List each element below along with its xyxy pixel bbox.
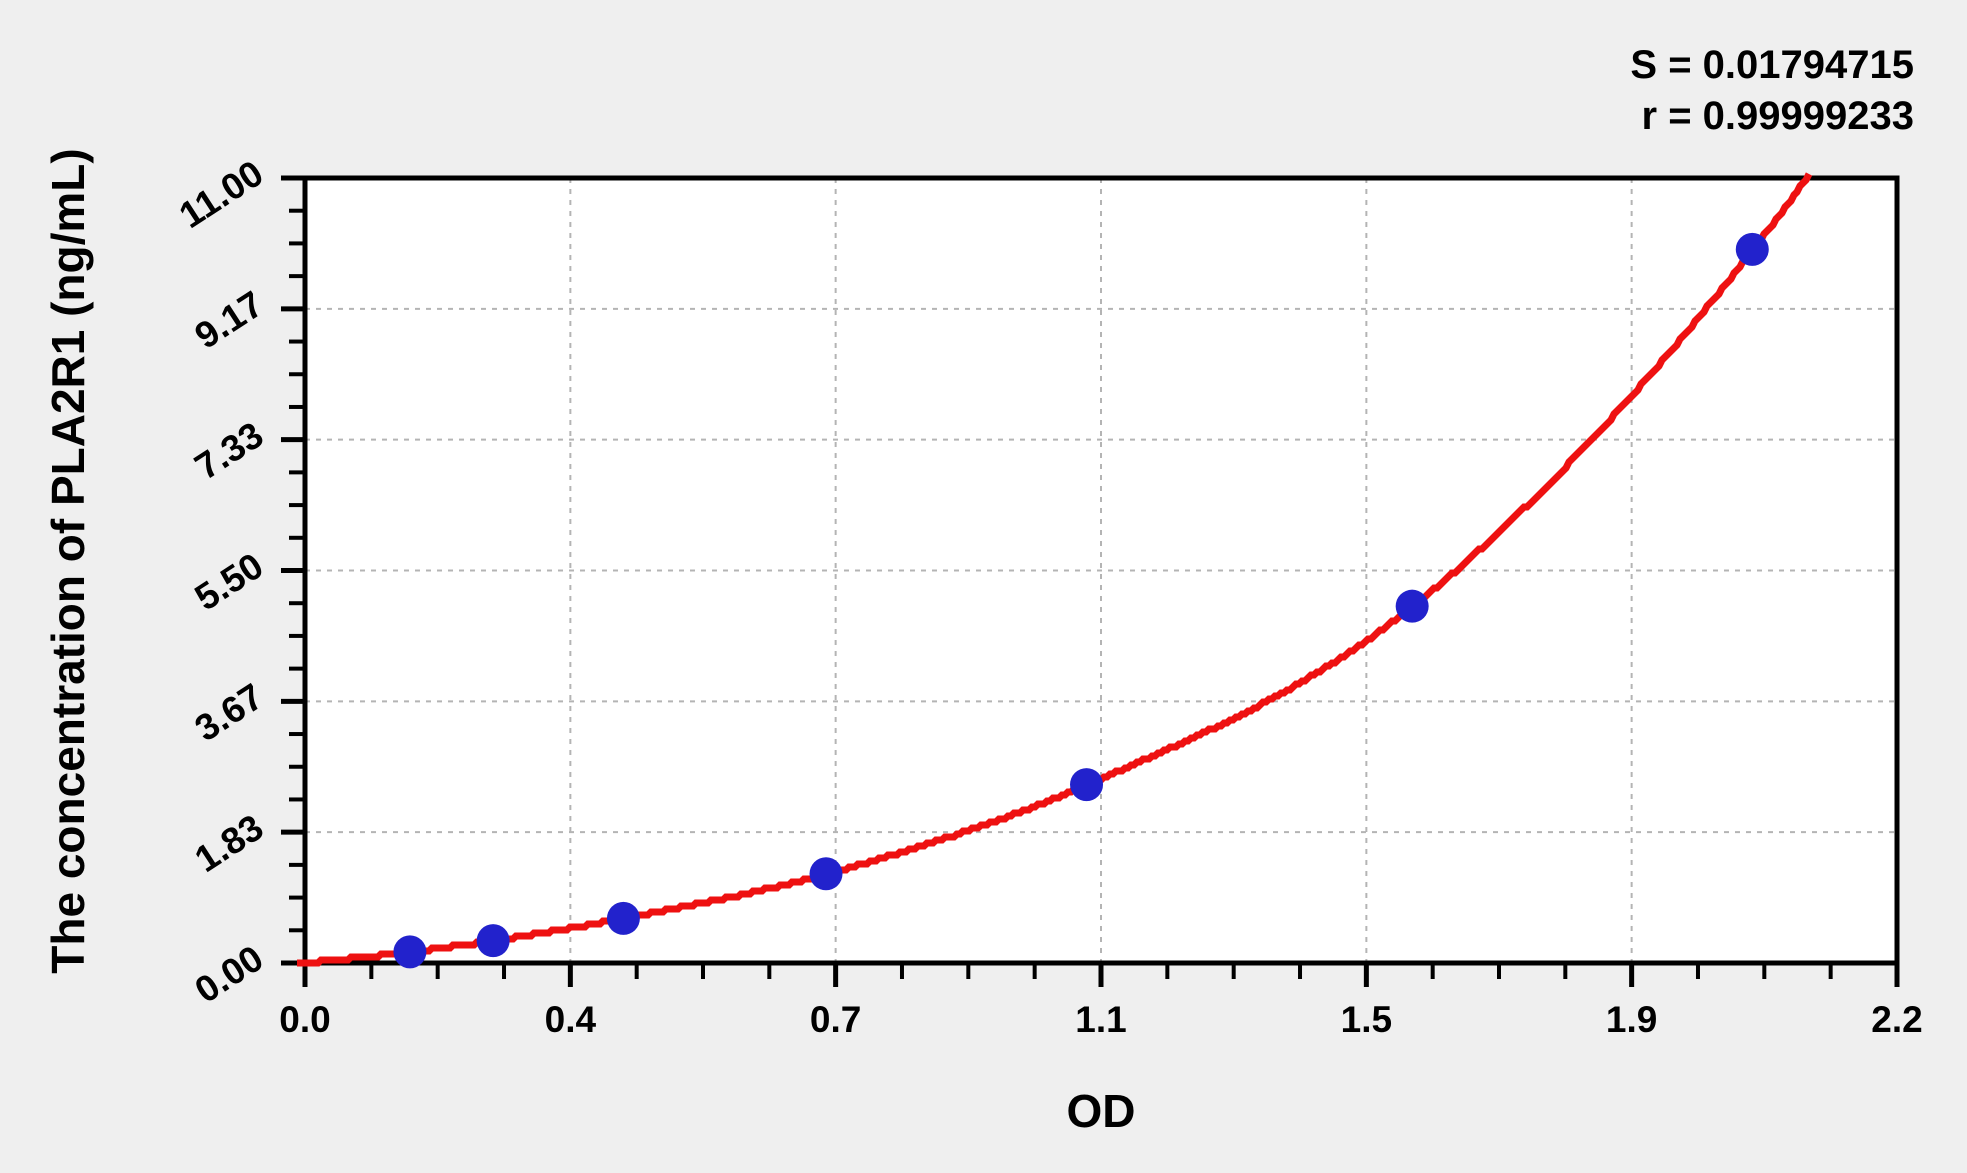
- data-point: [476, 924, 510, 958]
- data-point: [1735, 232, 1769, 266]
- plot-border: [302, 175, 1900, 966]
- x-tick-label: 0.4: [545, 999, 597, 1040]
- y-tick-label: 9.17: [188, 283, 271, 357]
- x-axis-title: OD: [1066, 1085, 1136, 1137]
- fit-statistics: S = 0.01794715 r = 0.99999233: [1630, 40, 1914, 142]
- x-tick-label: 0.0: [279, 999, 330, 1040]
- r-statistic: r = 0.99999233: [1641, 94, 1914, 138]
- x-tick-label: 1.9: [1606, 999, 1657, 1040]
- y-tick-label: 0.00: [188, 937, 271, 1011]
- data-point: [1070, 768, 1104, 802]
- y-tick-label: 7.33: [188, 414, 271, 488]
- data-point: [393, 935, 427, 969]
- x-tick-label: 1.1: [1075, 999, 1126, 1040]
- y-tick-label: 3.67: [188, 676, 271, 750]
- y-tick-label: 11.00: [172, 152, 270, 236]
- x-tick-label: 0.7: [810, 999, 861, 1040]
- data-point: [606, 901, 640, 935]
- x-tick-label: 1.5: [1341, 999, 1392, 1040]
- x-tick-label: 2.2: [1871, 999, 1922, 1040]
- y-tick-label: 1.83: [188, 806, 271, 880]
- data-point: [1395, 589, 1429, 623]
- s-statistic: S = 0.01794715: [1630, 43, 1914, 87]
- y-tick-label: 5.50: [188, 545, 271, 619]
- fit-curve: [297, 172, 1813, 967]
- data-point: [809, 857, 843, 891]
